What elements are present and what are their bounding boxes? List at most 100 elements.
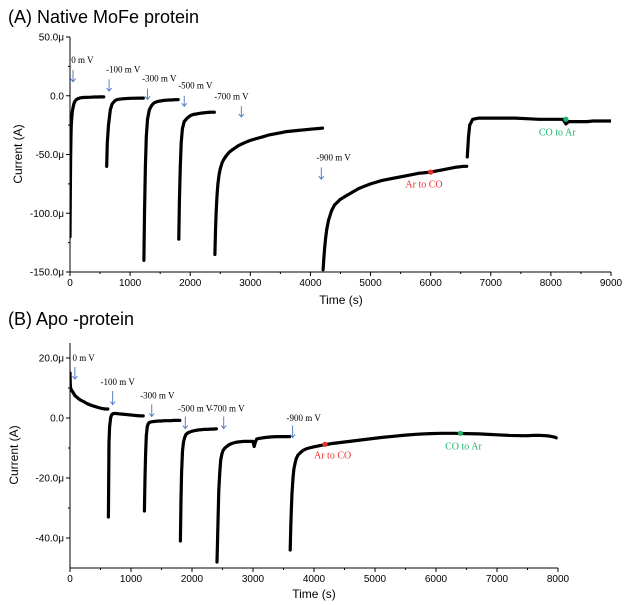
panel-b-data-point [138,414,142,418]
panel-a-data-point [573,120,577,123]
panel-a-data-point [194,112,198,116]
panel-a-data-point [323,247,326,250]
panel-a-data-point [291,129,294,133]
panel-a-segment-line [177,110,216,241]
panel-b-data-point [160,419,163,423]
panel-a-title: (A) Native MoFe protein [8,7,199,27]
panel-a-data-point [585,120,589,123]
panel-a-data-point [357,187,360,191]
panel-b-data-point [129,413,133,417]
panel-b-data-point [291,476,295,480]
panel-a-data-point [191,113,195,116]
panel-a-data-point [144,164,147,168]
panel-b-gas-event-marker [322,441,328,447]
panel-b-x-tick-label: 7000 [486,574,509,585]
panel-b-data-point [218,470,222,474]
panel-a-x-tick-label: 2000 [179,278,202,289]
panel-a-data-point [70,139,73,142]
panel-a-y-tick-label: 0.0 [50,91,64,102]
panel-a-voltage-label: -500 m V [178,81,213,91]
panel-b-data-point [85,402,89,405]
panel-a-data-point [141,96,145,100]
panel-b-data-point [205,428,209,431]
panel-b-data-point [416,432,420,436]
panel-a-down-arrow-icon [144,88,151,100]
panel-b-data-point [141,414,145,418]
panel-a-series [70,95,611,272]
panel-b-data-point [73,394,77,397]
panel-b-x-tick-label: 4000 [303,574,326,585]
panel-b-data-point [220,452,224,456]
panel-b-segment-line [178,427,218,543]
panel-b-data-point [166,419,169,423]
panel-b-data-point [70,371,72,375]
panel-a-data-point [78,96,81,100]
panel-b-data-point [151,420,155,423]
panel-a-data-point [297,129,300,132]
panel-b-data-point [230,442,234,445]
panel-a-data-point [214,229,217,233]
panel-a-y-label: Current (A) [11,124,25,183]
panel-a-data-point [177,237,181,241]
panel-b-voltage-label: -300 m V [140,391,175,401]
panel-b-data-point [169,419,172,423]
panel-b-data-point [248,440,252,443]
panel-a-data-point [213,253,217,256]
panel-b-data-point [71,391,75,394]
panel-a-data-point [222,157,226,161]
panel-b-data-point [75,396,79,399]
panel-b-down-arrow-icon [72,367,78,380]
panel-b-data-point [293,461,297,465]
panel-a-data-point [188,114,192,118]
panel-b-data-point [181,449,184,453]
panel-b-data-point [330,442,334,445]
panel-a-down-arrow-icon [238,106,245,118]
panel-b-data-point [301,449,305,452]
panel-a-plot: 0 1000 2000 3000 4000 5000 6000 7000 8000 9000 -15… [30,33,623,290]
panel-b-data-point [452,431,456,435]
panel-a-data-point [143,211,146,215]
panel-a-y-tick-label: -150.0μ [30,268,64,279]
panel-a-data-point [537,117,541,121]
panel-a-data-point [102,95,106,99]
panel-b-down-arrow-icon [220,416,227,430]
panel-a-data-point [167,98,171,102]
panel-b-data-point [307,446,311,450]
panel-a-data-point [200,111,204,115]
panel-b-data-point [292,467,296,471]
panel-a-data-point [321,126,324,130]
panel-a-y-tick-label: 50.0μ [39,33,64,44]
panel-a-data-point [110,102,114,106]
panel-a-segment-line [105,96,145,168]
panel-a-data-point [405,174,408,178]
panel-b-data-point [254,440,257,444]
panel-a-data-point [181,127,184,131]
panel-b-data-point [157,419,160,423]
panel-b-down-arrow-icon [289,425,296,439]
panel-a-data-point [220,161,224,165]
panel-b-x-tick-label: 6000 [425,574,448,585]
panel-b-data-point [93,404,96,408]
panel-b-voltage-label: -700 m V [210,403,245,413]
panel-b-data-point [236,440,240,444]
panel-b-data-point [216,536,220,540]
panel-a-data-point [321,268,325,272]
panel-a-data-point [150,103,154,107]
panel-a-data-point [470,120,473,123]
panel-b-y-tick-label: -20.0μ [35,474,64,485]
panel-b-data-point [489,433,493,436]
panel-a-data-point [513,116,517,120]
panel-b-data-point [219,458,223,462]
panel-b-data-point [143,509,146,513]
panel-a-data-point [381,178,384,182]
panel-b-voltage-label: -900 m V [287,413,322,423]
panel-b-data-point [132,413,136,417]
panel-a-voltage-label: -100 m V [106,64,141,74]
panel-a-data-point [309,127,312,131]
panel-a-data-point [345,194,348,198]
panel-b-data-point [175,419,179,422]
panel-a-x-tick-label: 1000 [119,278,142,289]
panel-b-data-point [70,383,72,387]
panel-a-data-point [164,98,168,102]
